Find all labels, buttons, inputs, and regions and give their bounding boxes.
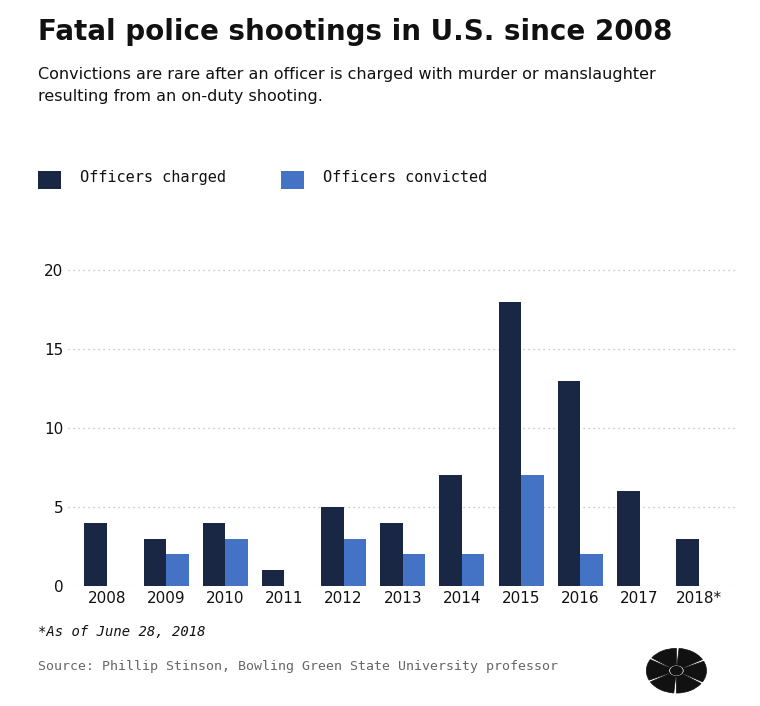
Bar <box>203 522 225 586</box>
Bar <box>581 554 603 586</box>
Bar <box>499 301 521 586</box>
Bar <box>676 539 698 586</box>
Text: Fatal police shootings in U.S. since 2008: Fatal police shootings in U.S. since 200… <box>38 18 673 46</box>
Bar <box>462 554 484 586</box>
Circle shape <box>670 666 682 675</box>
Bar <box>439 475 462 586</box>
Bar <box>617 491 640 586</box>
Text: *As of June 28, 2018: *As of June 28, 2018 <box>38 625 205 639</box>
Wedge shape <box>652 648 676 671</box>
Bar <box>84 522 107 586</box>
Bar <box>166 554 188 586</box>
Bar <box>262 570 284 586</box>
Bar <box>403 554 426 586</box>
Text: Convictions are rare after an officer is charged with murder or manslaughter
res: Convictions are rare after an officer is… <box>38 67 656 104</box>
Wedge shape <box>646 659 676 680</box>
Text: Source: Phillip Stinson, Bowling Green State University professor: Source: Phillip Stinson, Bowling Green S… <box>38 660 558 673</box>
Text: Officers convicted: Officers convicted <box>323 170 487 186</box>
Wedge shape <box>676 662 707 682</box>
Bar <box>225 539 248 586</box>
Wedge shape <box>676 648 702 671</box>
Circle shape <box>669 665 684 676</box>
Bar <box>558 381 581 586</box>
Wedge shape <box>651 671 676 693</box>
Bar <box>321 507 344 586</box>
Text: Officers charged: Officers charged <box>80 170 226 186</box>
Bar <box>144 539 166 586</box>
Bar <box>344 539 366 586</box>
Bar <box>380 522 403 586</box>
Bar <box>521 475 543 586</box>
Wedge shape <box>676 671 701 693</box>
